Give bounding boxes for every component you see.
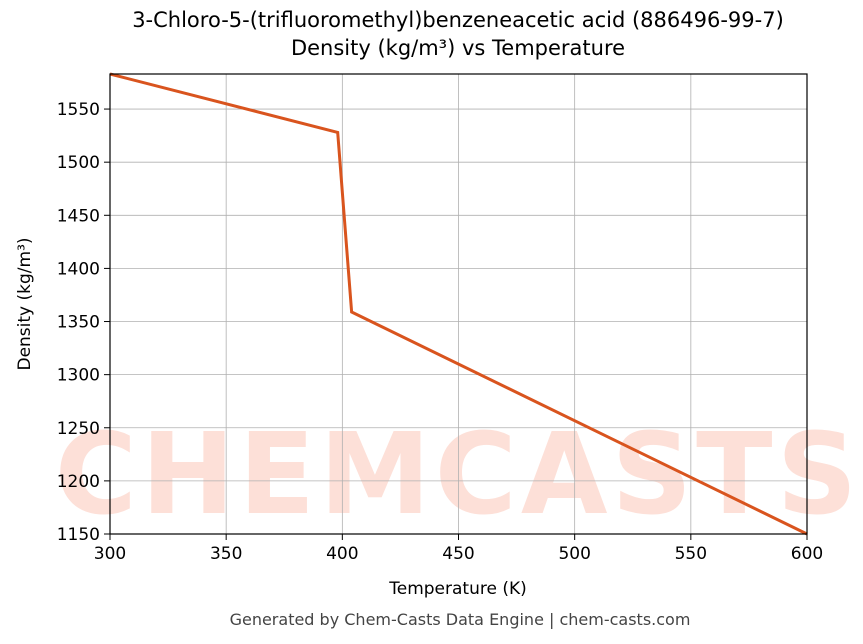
y-tick-label: 1200 [57,472,100,492]
x-tick-label: 300 [94,544,126,564]
x-tick-label: 550 [675,544,707,564]
y-axis-label: Density (kg/m³) [15,237,35,370]
x-axis-label: Temperature (K) [388,579,527,599]
x-tick-label: 500 [558,544,590,564]
y-tick-label: 1250 [57,419,100,439]
x-tick-label: 400 [326,544,358,564]
chart-title: 3-Chloro-5-(trifluoromethyl)benzeneaceti… [132,8,784,32]
y-tick-label: 1400 [57,259,100,279]
x-tick-label: 450 [442,544,474,564]
chart-subtitle: Density (kg/m³) vs Temperature [291,36,625,60]
watermark: CHEMCASTS [55,410,862,540]
x-tick-label: 600 [791,544,823,564]
y-tick-label: 1300 [57,366,100,386]
x-tick-label: 350 [210,544,242,564]
y-tick-label: 1500 [57,153,100,173]
y-tick-label: 1350 [57,313,100,333]
plot-frame [109,73,808,535]
y-tick-label: 1550 [57,100,100,120]
footer: Generated by Chem-Casts Data Engine | ch… [230,610,691,629]
y-tick-label: 1150 [57,525,100,545]
y-tick-label: 1450 [57,206,100,226]
data-line [109,72,808,536]
